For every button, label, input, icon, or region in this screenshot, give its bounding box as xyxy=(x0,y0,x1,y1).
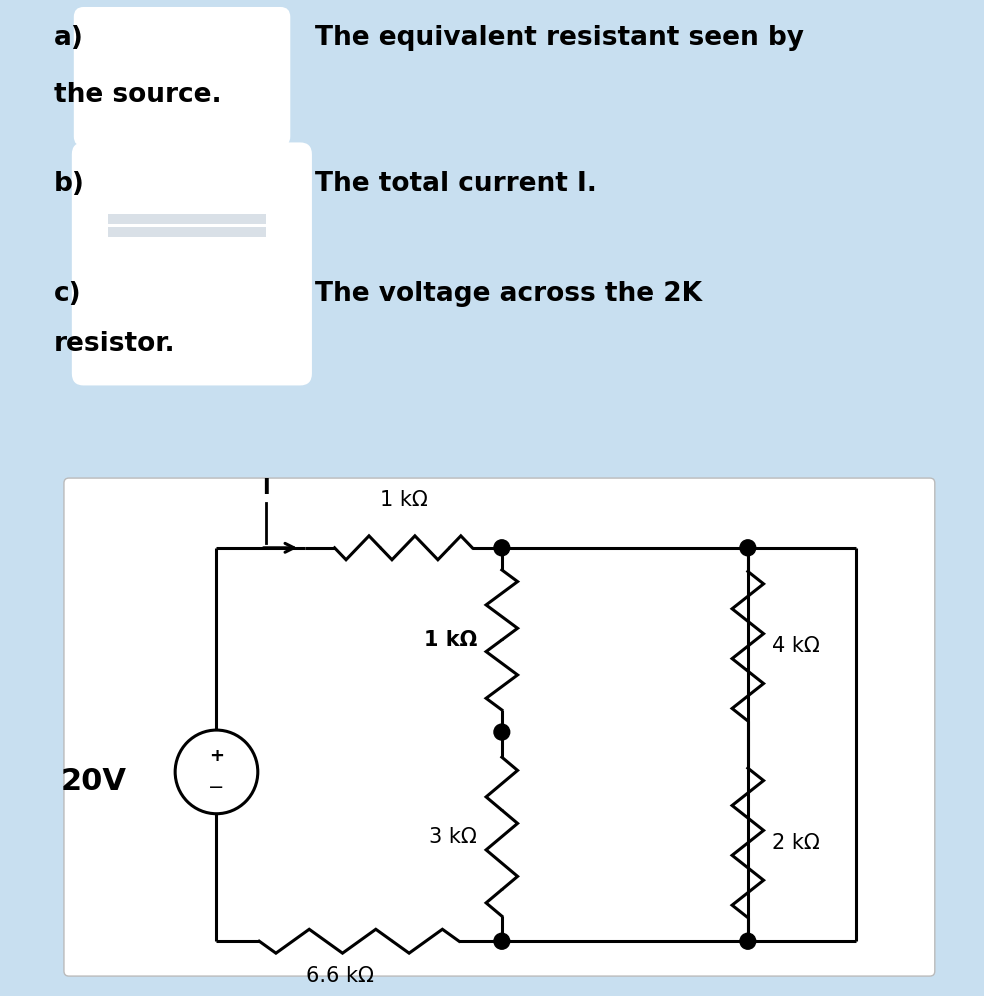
Text: The equivalent resistant seen by: The equivalent resistant seen by xyxy=(315,25,804,51)
Text: 1 kΩ: 1 kΩ xyxy=(424,629,477,650)
FancyBboxPatch shape xyxy=(72,142,312,385)
Text: The voltage across the 2K: The voltage across the 2K xyxy=(315,281,702,307)
Circle shape xyxy=(494,724,510,740)
Text: −: − xyxy=(209,778,224,798)
Text: 20V: 20V xyxy=(60,767,127,797)
FancyBboxPatch shape xyxy=(64,478,935,976)
Text: a): a) xyxy=(54,25,84,51)
Circle shape xyxy=(740,540,756,556)
Text: The total current I.: The total current I. xyxy=(315,171,596,197)
Text: the source.: the source. xyxy=(54,82,221,108)
Text: 3 kΩ: 3 kΩ xyxy=(429,827,477,847)
Text: +: + xyxy=(209,747,224,765)
Bar xyxy=(108,227,266,237)
FancyBboxPatch shape xyxy=(74,7,290,146)
Circle shape xyxy=(494,933,510,949)
Text: 2 kΩ: 2 kΩ xyxy=(772,833,821,853)
Bar xyxy=(108,214,266,224)
Text: 1 kΩ: 1 kΩ xyxy=(380,490,427,510)
Text: I: I xyxy=(262,478,270,498)
Text: c): c) xyxy=(54,281,82,307)
Text: 6.6 kΩ: 6.6 kΩ xyxy=(306,966,373,986)
Text: resistor.: resistor. xyxy=(54,331,176,357)
Circle shape xyxy=(494,540,510,556)
Circle shape xyxy=(740,933,756,949)
Text: b): b) xyxy=(54,171,85,197)
Text: 4 kΩ: 4 kΩ xyxy=(772,636,821,656)
